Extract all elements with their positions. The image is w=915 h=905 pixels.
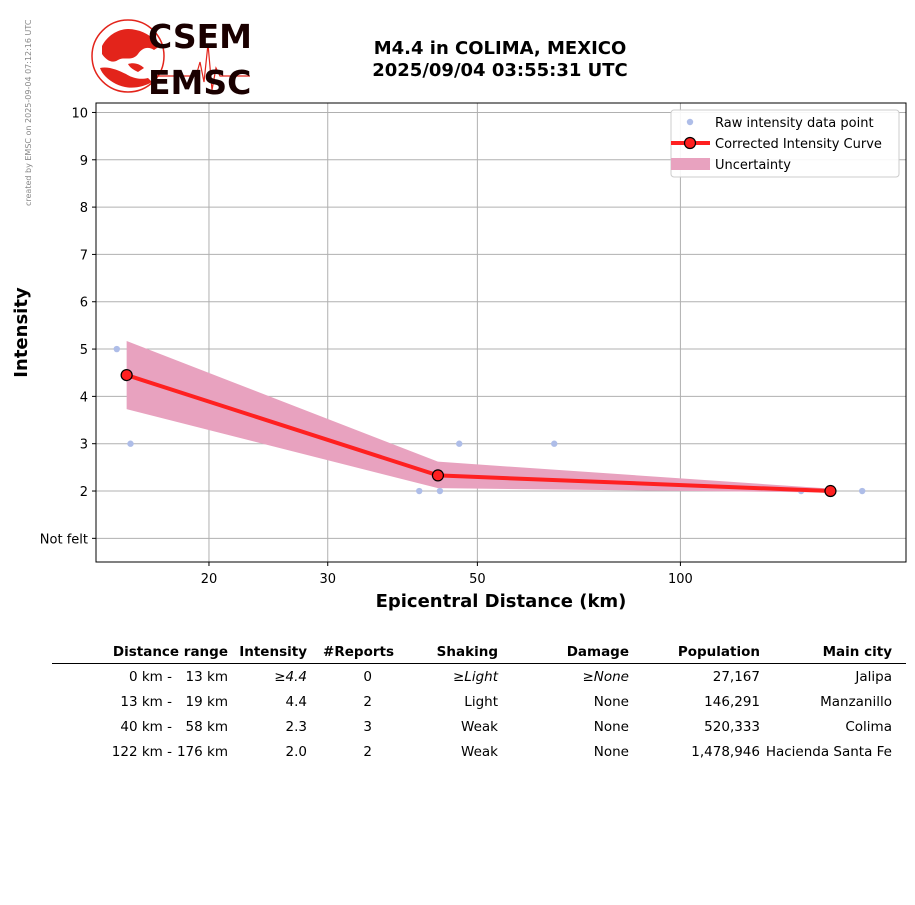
table-cell-population: 520,333 bbox=[704, 719, 760, 735]
table-cell-damage: None bbox=[593, 719, 629, 735]
creation-note: created by EMSC on 2025-09-04 07:12:16 U… bbox=[24, 19, 33, 206]
chart-title-time: 2025/09/04 03:55:31 UTC bbox=[372, 60, 628, 81]
table-cell-shaking: Light bbox=[464, 694, 498, 710]
table-cell-reports: 0 bbox=[363, 669, 372, 685]
table-cell-city: Hacienda Santa Fe bbox=[765, 744, 892, 760]
x-axis-label: Epicentral Distance (km) bbox=[376, 591, 627, 612]
legend-curve-label: Corrected Intensity Curve bbox=[715, 137, 882, 152]
chart-title-event: M4.4 in COLIMA, MEXICO bbox=[373, 38, 627, 59]
table-cell-reports: 2 bbox=[363, 744, 372, 760]
raw-data-point bbox=[858, 487, 866, 495]
table-cell-damage: None bbox=[593, 744, 629, 760]
table-cell-to: 13 km bbox=[185, 669, 228, 685]
raw-data-point bbox=[113, 345, 120, 353]
table-header-cell: Main city bbox=[822, 644, 892, 660]
x-tick-label: 20 bbox=[201, 572, 218, 587]
table-cell-reports: 3 bbox=[363, 719, 372, 735]
y-tick-label: 6 bbox=[80, 296, 88, 311]
table-header-cell: Population bbox=[677, 644, 760, 660]
y-tick-label: 2 bbox=[80, 485, 88, 500]
raw-data-point bbox=[551, 440, 558, 447]
raw-data-point bbox=[436, 487, 444, 495]
table-header-cell: Damage bbox=[566, 644, 629, 660]
table-row: 40 km - 58 km 2.3 3 Weak None 520,333 Colima bbox=[52, 715, 906, 740]
legend-raw-marker bbox=[686, 118, 694, 126]
table-cell-intensity: 4.4 bbox=[285, 694, 307, 710]
corrected-intensity-marker bbox=[824, 484, 837, 498]
chart-legend: Raw intensity data point Corrected Intens… bbox=[670, 109, 900, 178]
y-tick-label: 7 bbox=[80, 248, 88, 263]
table-row: 13 km - 19 km 4.4 2 Light None 146,291 Manzanil… bbox=[52, 690, 906, 715]
intensity-table: Distance range Intensity #Reports Shaking Da… bbox=[52, 640, 906, 765]
table-cell-city: Colima bbox=[845, 719, 892, 735]
table-header-cell: Intensity bbox=[239, 644, 307, 660]
corrected-intensity-marker bbox=[431, 469, 445, 482]
table-cell-population: 146,291 bbox=[704, 694, 760, 710]
table-row: 122 km -176 km 2.0 2 Weak None 1,478,946 Hacie… bbox=[52, 740, 906, 765]
y-tick-label: 9 bbox=[80, 154, 88, 169]
logo-text-top: CSEM bbox=[148, 17, 252, 56]
table-cell-reports: 2 bbox=[363, 694, 372, 710]
table-cell-population: 27,167 bbox=[712, 669, 760, 685]
raw-data-point bbox=[416, 487, 423, 495]
legend-curve-marker bbox=[683, 136, 697, 150]
table-cell-to: 176 km bbox=[176, 744, 228, 760]
table-cell-population: 1,478,946 bbox=[691, 744, 760, 760]
chart-title: M4.4 in COLIMA, MEXICO 2025/09/04 03:55:… bbox=[300, 38, 700, 82]
x-tick-label: 100 bbox=[668, 572, 693, 587]
y-tick-label: 3 bbox=[80, 438, 88, 453]
x-tick-label: 50 bbox=[469, 572, 486, 587]
table-cell-to: 19 km bbox=[185, 694, 228, 710]
table-cell-damage: None bbox=[593, 694, 629, 710]
raw-data-point bbox=[456, 440, 463, 447]
intensity-chart: Not felt 2 3 4 5 6 7 8 9 10 20 30 50 100 Epicentral Di… bbox=[11, 102, 907, 612]
table-cell-from: 122 km - bbox=[111, 744, 172, 760]
table-header-rule bbox=[52, 663, 906, 664]
corrected-intensity-marker bbox=[120, 368, 133, 382]
table-cell-damage: ≥None bbox=[582, 669, 629, 685]
table-header-cell: #Reports bbox=[323, 644, 394, 660]
csem-emsc-logo: CSEM EMSC bbox=[88, 16, 258, 102]
creation-note-text: created by EMSC on 2025-09-04 07:12:16 U… bbox=[24, 19, 33, 206]
table-cell-intensity: ≥4.4 bbox=[274, 669, 307, 685]
table-cell-city: Manzanillo bbox=[820, 694, 892, 710]
table-header-row: Distance range Intensity #Reports Shaking Da… bbox=[52, 640, 906, 665]
table-cell-shaking: ≥Light bbox=[452, 669, 498, 685]
y-tick-label: Not felt bbox=[40, 532, 88, 547]
table-cell-intensity: 2.0 bbox=[285, 744, 307, 760]
raw-data-point bbox=[127, 440, 134, 447]
table-row: 0 km - 13 km ≥4.4 0 ≥Light ≥None 27,167 Jalipa bbox=[52, 665, 906, 690]
table-cell-from: 0 km - bbox=[128, 669, 172, 685]
table-header-cell: Distance range bbox=[112, 644, 228, 660]
table-cell-from: 40 km - bbox=[120, 719, 172, 735]
table-cell-to: 58 km bbox=[185, 719, 228, 735]
legend-raw-label: Raw intensity data point bbox=[715, 116, 874, 131]
y-tick-label: 10 bbox=[71, 106, 88, 121]
table-cell-city: Jalipa bbox=[855, 669, 892, 685]
table-cell-shaking: Weak bbox=[461, 744, 498, 760]
table-header-cell: Shaking bbox=[436, 644, 498, 660]
table-cell-from: 13 km - bbox=[120, 694, 172, 710]
legend-band-label: Uncertainty bbox=[715, 158, 791, 173]
y-tick-label: 5 bbox=[80, 343, 88, 358]
table-cell-shaking: Weak bbox=[461, 719, 498, 735]
legend-band-swatch bbox=[671, 158, 710, 170]
x-tick-label: 30 bbox=[319, 572, 336, 587]
logo-text-bottom: EMSC bbox=[148, 63, 251, 98]
uncertainty-band bbox=[126, 341, 831, 493]
y-tick-label: 8 bbox=[80, 201, 88, 216]
table-cell-intensity: 2.3 bbox=[285, 719, 307, 735]
y-tick-label: 4 bbox=[80, 390, 88, 405]
plot-frame bbox=[95, 102, 907, 563]
y-axis-label: Intensity bbox=[11, 287, 32, 378]
